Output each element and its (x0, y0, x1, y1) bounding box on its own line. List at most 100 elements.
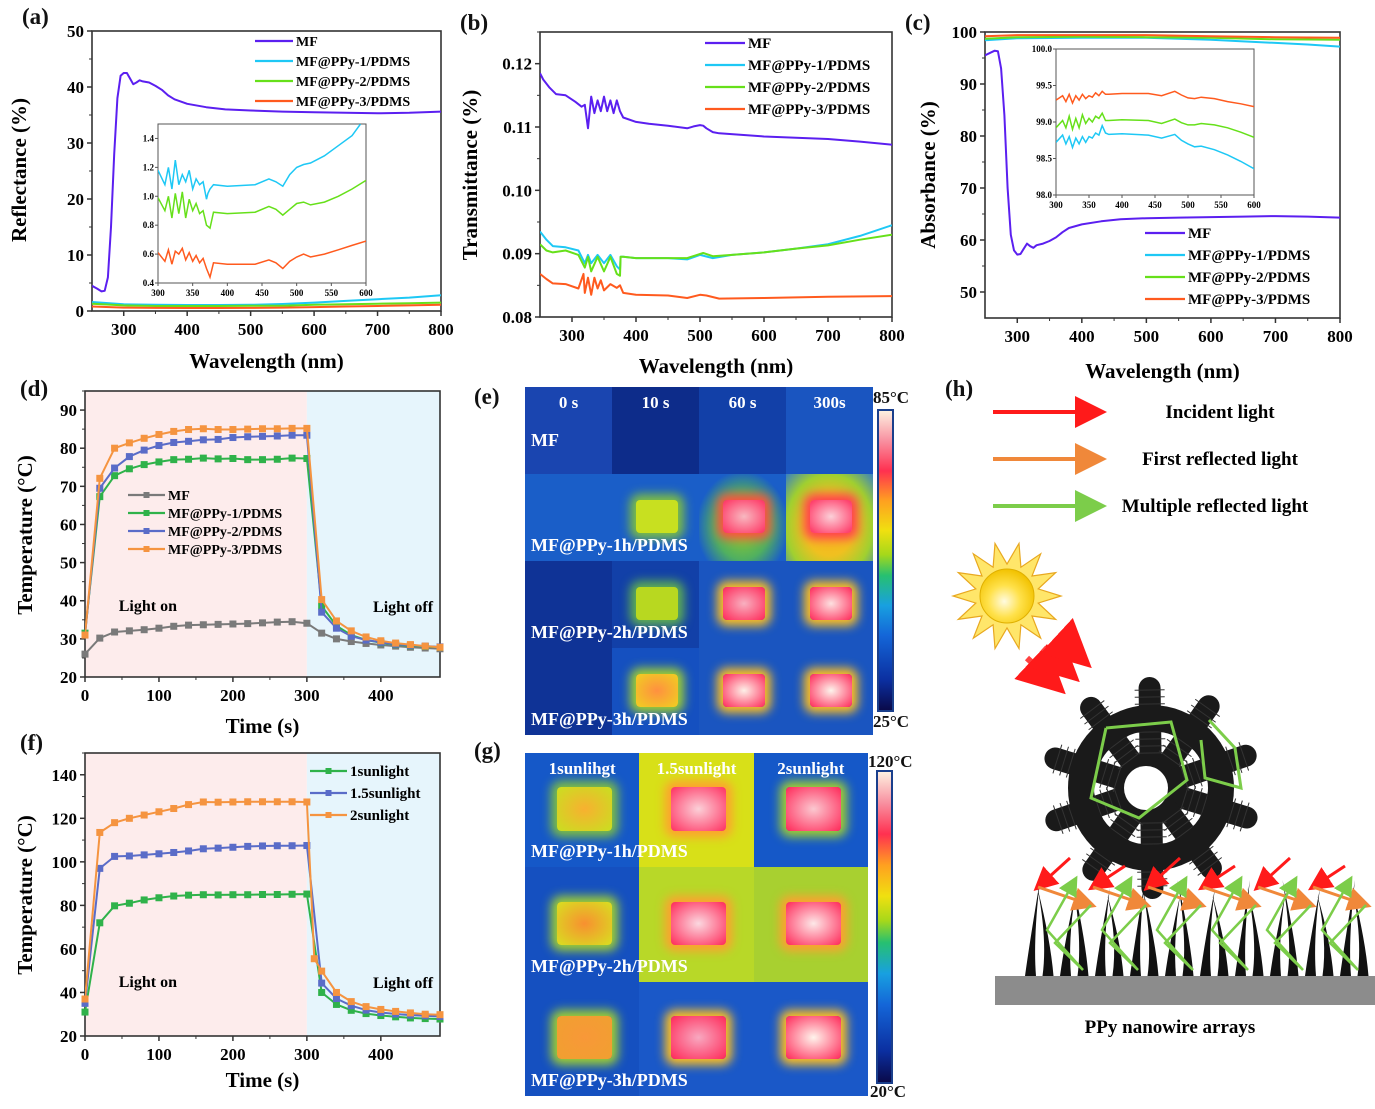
data-point (347, 632, 355, 640)
nanowire (1317, 896, 1334, 976)
y-tick-label: 90 (60, 401, 77, 420)
multiple-reflected-ray (1155, 875, 1202, 971)
legend-first-reflected-light: First reflected light (993, 443, 1299, 475)
series-line-mf-ppy-2-pdms (985, 35, 1340, 41)
colorbar-g-min: 20°C (870, 1082, 907, 1101)
thermal-column-header: 300s (813, 393, 846, 412)
panel-label-h: (h) (945, 376, 974, 401)
transmittance-chart: 300 400 500 600 700 800 0.08 0.09 0.10 0.11 0.12 Wa… (458, 31, 905, 378)
x-axis-label: Wavelength (nm) (639, 354, 794, 378)
data-point (96, 634, 104, 642)
thermal-image-cell (699, 561, 786, 648)
data-point (421, 642, 429, 650)
data-point (273, 891, 281, 898)
legend-label: 1.5sunlight (350, 786, 420, 802)
inset-y-tick-label: 1.4 (143, 133, 155, 143)
inset-series-line (158, 124, 362, 200)
legend-multiple-reflected-light: Multiple reflected light (993, 490, 1309, 522)
thermal-image-cell (525, 981, 640, 1096)
plot-frame (539, 31, 893, 318)
inset-series-line (158, 240, 366, 280)
y-tick-label: 140 (52, 766, 78, 785)
legend-incident-light: Incident light (993, 396, 1275, 428)
y-tick-label: 60 (60, 515, 77, 534)
y-tick-label: 60 (60, 940, 77, 959)
panel-label-e: (e) (474, 384, 500, 409)
data-point (170, 892, 178, 900)
data-point (392, 1007, 400, 1015)
temperature-time-chart-sunlight: 0 100 200 300 400 20 40 60 80 100 120 140 Time (s) Te… (13, 752, 444, 1092)
data-point (229, 798, 237, 806)
data-point (199, 798, 207, 806)
foam-hair (1090, 847, 1116, 866)
thermal-column-header: 2sunlight (777, 759, 845, 778)
data-point (332, 624, 340, 632)
data-point (347, 998, 355, 1006)
data-point (244, 891, 252, 899)
data-point (214, 620, 222, 628)
data-point (125, 814, 133, 822)
x-tick-label: 700 (365, 320, 391, 339)
thermal-image-cell (525, 387, 612, 474)
incident-ray (1143, 856, 1182, 892)
nanowire (1200, 888, 1215, 976)
inset-x-tick-label: 550 (1214, 200, 1228, 210)
heated-sample (785, 901, 841, 946)
data-point (81, 999, 89, 1007)
annotation-light-off: Light off (373, 599, 434, 616)
legend-label: 1sunlight (350, 764, 409, 780)
foam-hair (1092, 791, 1104, 821)
y-tick-label: 0.12 (502, 55, 532, 74)
inset-x-tick-label: 600 (359, 288, 373, 298)
inset-x-tick-label: 350 (1082, 200, 1096, 210)
thermal-column-header: 1sunlihgt (548, 759, 616, 778)
nanowire-caption: PPy nanowire arrays (1085, 1017, 1256, 1038)
foam-hair (1178, 762, 1190, 792)
nanowire (1305, 888, 1320, 976)
heated-sample (557, 1015, 612, 1060)
foam-pore (1124, 766, 1168, 810)
data-point (199, 454, 207, 462)
x-tick-label: 400 (623, 326, 649, 345)
data-point (155, 442, 163, 450)
annotation-light-on: Light on (119, 974, 177, 991)
panel-label-f: (f) (20, 730, 43, 755)
inset-y-tick-label: 0.4 (143, 278, 155, 288)
data-point (273, 798, 281, 806)
foam-hair (1113, 744, 1139, 764)
absorbance-chart: 300 400 500 600 700 800 50 60 70 80 90 100 Wavelengt… (916, 23, 1353, 383)
foam-hair (1162, 744, 1188, 763)
data-point (125, 439, 133, 447)
y-axis-label: Temperature (°C) (13, 455, 37, 614)
data-point (288, 431, 296, 439)
data-point (377, 1005, 385, 1013)
heated-sample (785, 1015, 841, 1060)
data-point (318, 979, 326, 987)
legend-marker (143, 492, 150, 498)
thermal-image-cell (699, 387, 786, 474)
y-tick-label: 0.09 (502, 245, 532, 264)
foam-hair (1239, 802, 1250, 832)
foam-hair (1105, 733, 1130, 753)
thermal-column-header: 0 s (558, 393, 579, 412)
inset-x-tick-label: 450 (255, 288, 269, 298)
legend-label: MF@PPy-2/PDMS (168, 525, 282, 540)
colorbar-e (877, 409, 894, 712)
sun-icon (950, 541, 1064, 651)
colorbar-e-max: 85°C (873, 388, 910, 407)
data-point (288, 424, 296, 432)
inset-y-tick-label: 99.5 (1036, 81, 1052, 91)
data-point (111, 902, 119, 910)
legend-label: 2sunlight (350, 808, 409, 824)
multiple-reflected-ray (1210, 875, 1257, 971)
data-point (185, 455, 193, 463)
thermal-image-cell (525, 474, 612, 561)
inset-x-tick-label: 400 (221, 288, 235, 298)
incident-light-arrows-icon (1014, 617, 1092, 695)
data-point (318, 988, 326, 996)
nanowire (1130, 880, 1145, 976)
y-tick-label: 100 (952, 23, 978, 42)
annotation-light-off: Light off (373, 975, 434, 992)
inset-x-tick-label: 600 (1247, 200, 1261, 210)
inset-y-tick-label: 99.0 (1036, 117, 1052, 127)
